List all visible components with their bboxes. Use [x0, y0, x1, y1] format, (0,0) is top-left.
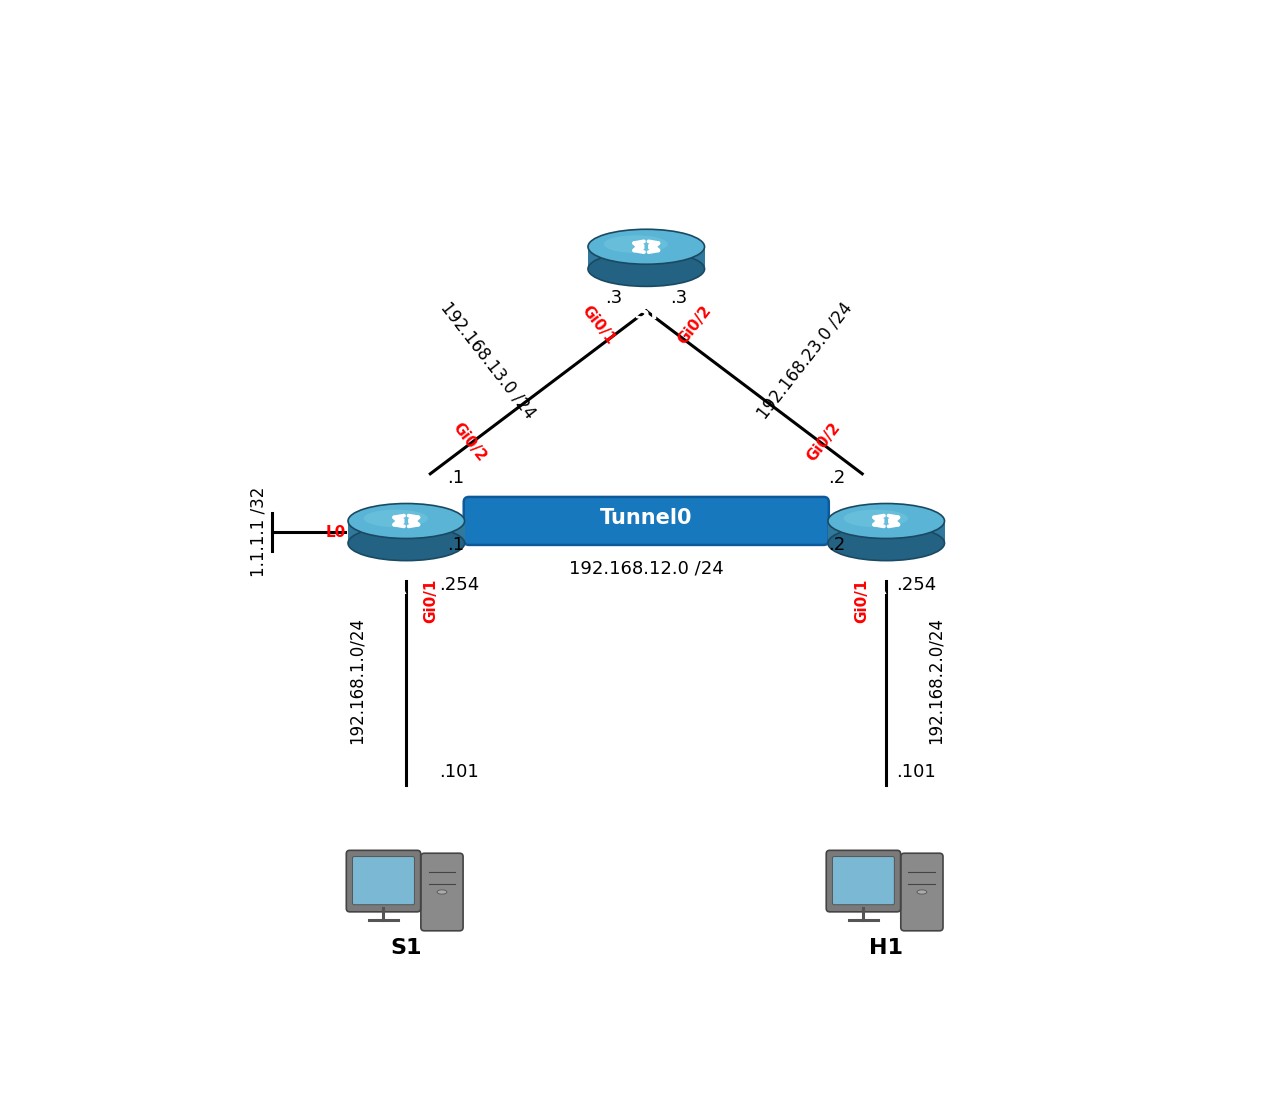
FancyBboxPatch shape [832, 857, 894, 905]
Text: Gi0/1: Gi0/1 [855, 579, 870, 623]
Polygon shape [692, 247, 705, 269]
FancyBboxPatch shape [347, 850, 421, 912]
Text: R1: R1 [390, 578, 422, 598]
Polygon shape [451, 521, 464, 543]
Polygon shape [828, 521, 841, 543]
Ellipse shape [604, 235, 668, 253]
Text: 192.168.1.0/24: 192.168.1.0/24 [348, 617, 366, 743]
Ellipse shape [844, 510, 908, 528]
Text: Gi0/2: Gi0/2 [805, 420, 844, 464]
Text: .1: .1 [448, 536, 464, 554]
Ellipse shape [348, 503, 464, 539]
Text: .2: .2 [827, 469, 845, 487]
FancyBboxPatch shape [900, 854, 943, 930]
Text: H1: H1 [869, 938, 903, 958]
Ellipse shape [438, 890, 446, 894]
Ellipse shape [363, 510, 427, 528]
FancyBboxPatch shape [826, 850, 900, 912]
Ellipse shape [828, 525, 944, 561]
Text: .1: .1 [448, 469, 464, 487]
Text: .101: .101 [439, 764, 479, 781]
Text: Gi0/1: Gi0/1 [422, 579, 438, 623]
Text: .101: .101 [897, 764, 936, 781]
Ellipse shape [917, 890, 927, 894]
Text: L0: L0 [325, 524, 347, 540]
Polygon shape [932, 521, 944, 543]
Text: 192.168.2.0/24: 192.168.2.0/24 [927, 617, 944, 743]
Ellipse shape [588, 252, 705, 286]
Text: .2: .2 [827, 536, 845, 554]
Text: .3: .3 [671, 289, 687, 307]
Text: .3: .3 [605, 289, 622, 307]
Text: 1.1.1.1 /32: 1.1.1.1 /32 [250, 486, 267, 578]
Polygon shape [828, 521, 944, 543]
FancyBboxPatch shape [464, 496, 828, 545]
Text: .254: .254 [897, 577, 937, 594]
Ellipse shape [348, 525, 464, 561]
Text: R2: R2 [870, 578, 903, 598]
Text: .254: .254 [439, 577, 479, 594]
Text: Gi0/2: Gi0/2 [675, 304, 714, 347]
Text: 192.168.12.0 /24: 192.168.12.0 /24 [569, 560, 724, 578]
Polygon shape [348, 521, 361, 543]
FancyBboxPatch shape [421, 854, 463, 930]
Polygon shape [588, 247, 600, 269]
Ellipse shape [588, 229, 705, 264]
Ellipse shape [828, 503, 944, 539]
Text: Gi0/1: Gi0/1 [579, 304, 618, 347]
Text: ISP: ISP [625, 303, 667, 323]
Text: Gi0/2: Gi0/2 [449, 420, 488, 464]
Text: 192.168.23.0 /24: 192.168.23.0 /24 [754, 298, 856, 423]
Text: 192.168.13.0 /24: 192.168.13.0 /24 [436, 298, 538, 423]
Polygon shape [588, 247, 705, 269]
Text: S1: S1 [391, 938, 422, 958]
FancyBboxPatch shape [353, 857, 415, 905]
Text: Tunnel0: Tunnel0 [600, 509, 692, 529]
Polygon shape [348, 521, 464, 543]
